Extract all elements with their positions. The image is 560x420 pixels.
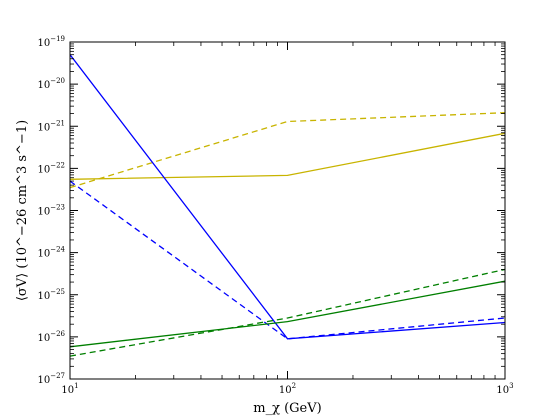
y-tick-label: 10−21 <box>37 119 65 133</box>
y-tick-label: 10−20 <box>37 77 65 91</box>
series-line-3 <box>70 54 505 340</box>
y-axis-label: ⟨σV⟩ (10^−26 cm^3 s^−1) <box>15 120 30 301</box>
y-tick-label: 10−26 <box>37 330 65 344</box>
series-line-5 <box>70 280 505 348</box>
series-line-4 <box>70 180 505 340</box>
y-tick-label: 10−24 <box>37 246 65 260</box>
y-tick-label: 10−23 <box>37 204 65 218</box>
x-tick-label: 102 <box>279 382 296 396</box>
series-line-2 <box>70 112 505 189</box>
tick-layer <box>69 41 506 380</box>
y-tick-label: 10−19 <box>37 35 65 49</box>
tick-label-layer: 101 102 103 10−27 10−26 10−25 10−24 10−23 10−22 1… <box>37 35 513 396</box>
x-axis-label: m_χ (GeV) <box>253 401 321 416</box>
y-tick-label: 10−22 <box>37 161 65 175</box>
x-tick-label: 103 <box>496 382 513 396</box>
x-tick-label: 101 <box>61 382 78 396</box>
y-tick-label: 10−25 <box>37 288 65 302</box>
series-line-1 <box>70 132 505 180</box>
series-line-6 <box>70 268 505 357</box>
y-tick-label: 10−27 <box>37 372 65 386</box>
plot-frame <box>69 41 506 380</box>
series-layer <box>70 54 505 357</box>
